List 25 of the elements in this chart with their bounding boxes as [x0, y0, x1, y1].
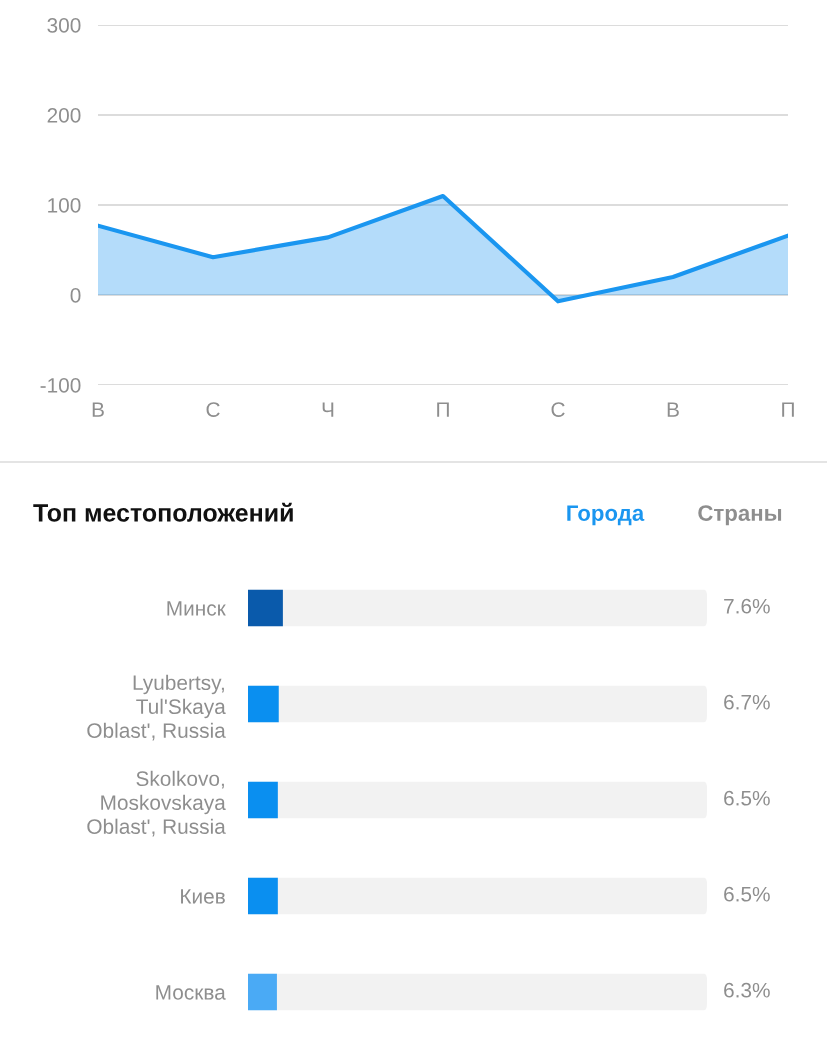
text: Страны	[698, 505, 782, 526]
data-label: 6.5%	[724, 790, 770, 806]
data-label: 7.6%	[724, 598, 770, 614]
x-tick-label: С	[206, 402, 220, 417]
data-label: 6.7%	[724, 694, 770, 710]
data-label: 6.3%	[724, 982, 770, 998]
x-tick-label: П	[437, 402, 449, 417]
y-tick-label: Киев	[181, 889, 225, 904]
data-label: 6.5%	[724, 886, 770, 902]
y-tick-label: Минск	[167, 601, 226, 616]
y-tick-label: 0	[70, 288, 81, 303]
x-tick-label: П	[782, 402, 794, 417]
x-tick-label: Ч	[322, 402, 334, 417]
y-tick-label: Москва	[156, 985, 226, 1000]
y-tick-label: Lyubertsy, Tul'Skaya Oblast', Russia	[87, 674, 226, 741]
y-tick-label: -100	[40, 378, 81, 393]
y-tick-label: 100	[48, 198, 81, 213]
x-tick-label: С	[551, 402, 565, 417]
y-tick-label: 200	[47, 108, 81, 123]
text: Города	[567, 505, 645, 526]
y-tick-label: 300	[47, 18, 81, 33]
x-tick-label: В	[667, 402, 679, 417]
x-tick-label: В	[92, 402, 104, 417]
chart-title: Топ местоположений	[33, 502, 293, 522]
y-tick-label: Skolkovo, Moskovskaya Oblast', Russia	[87, 770, 226, 837]
